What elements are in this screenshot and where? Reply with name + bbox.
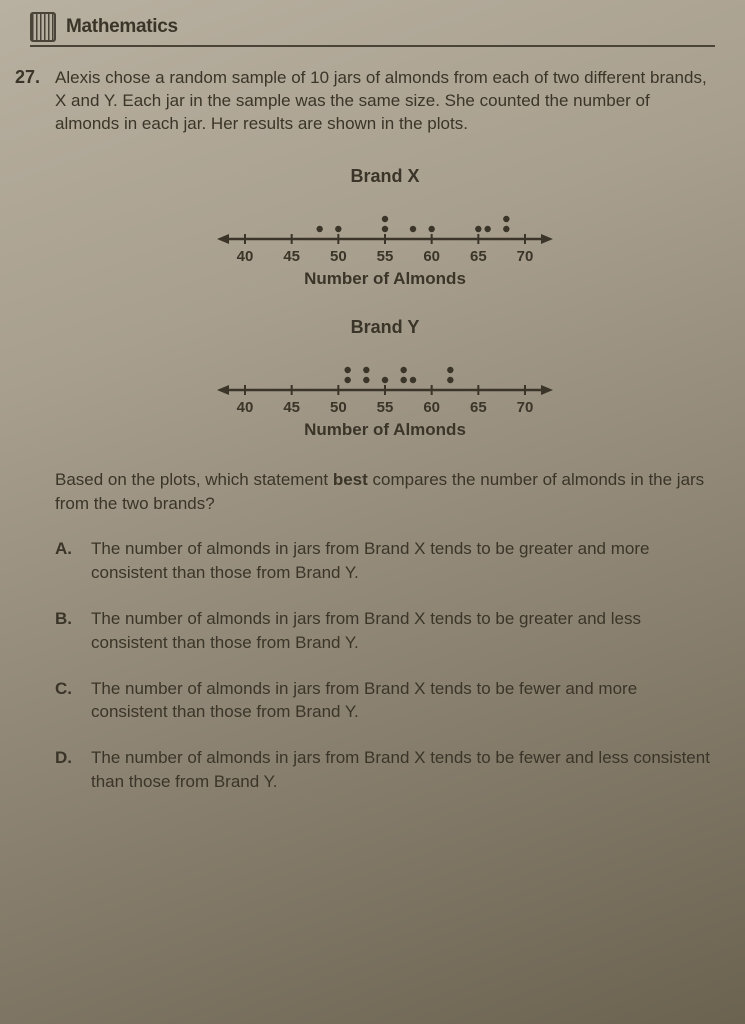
choice-d: D. The number of almonds in jars from Br… [55, 746, 715, 794]
page: Mathematics 27. Alexis chose a random sa… [0, 0, 745, 836]
dotplot-svg-y: 40 45 50 55 60 65 70 [215, 344, 555, 416]
header-bar: Mathematics [30, 12, 715, 47]
svg-text:45: 45 [283, 399, 300, 416]
svg-text:70: 70 [517, 248, 534, 265]
choice-letter-b: B. [55, 607, 77, 655]
question-number: 27. [15, 67, 40, 88]
svg-text:40: 40 [237, 248, 254, 265]
svg-text:40: 40 [237, 399, 254, 416]
choice-text-c: The number of almonds in jars from Brand… [91, 677, 715, 725]
svg-text:55: 55 [377, 399, 394, 416]
dotplot-brand-y: Brand Y 40 45 50 55 60 65 70 Number of Almonds [55, 317, 715, 440]
plot-title-y: Brand Y [55, 317, 715, 338]
question-block: 27. Alexis chose a random sample of 10 j… [55, 67, 715, 136]
choice-letter-a: A. [55, 537, 77, 585]
dotplot-brand-x: Brand X 40 45 50 55 60 65 70 Number of Almonds [55, 166, 715, 289]
choice-text-b: The number of almonds in jars from Brand… [91, 607, 715, 655]
svg-text:65: 65 [470, 248, 487, 265]
choice-letter-d: D. [55, 746, 77, 794]
svg-text:70: 70 [517, 399, 534, 416]
plot-title-x: Brand X [55, 166, 715, 187]
followup-question: Based on the plots, which statement best… [55, 468, 715, 516]
choice-text-d: The number of almonds in jars from Brand… [91, 746, 715, 794]
axis-label-y: Number of Almonds [55, 420, 715, 440]
axis-label-x: Number of Almonds [55, 269, 715, 289]
svg-text:60: 60 [423, 399, 440, 416]
choice-letter-c: C. [55, 677, 77, 725]
svg-text:50: 50 [330, 248, 347, 265]
svg-text:45: 45 [283, 248, 300, 265]
choice-c: C. The number of almonds in jars from Br… [55, 677, 715, 725]
dotplot-svg-x: 40 45 50 55 60 65 70 [215, 193, 555, 265]
svg-text:55: 55 [377, 248, 394, 265]
grid-icon [30, 12, 56, 42]
subject-title: Mathematics [66, 16, 178, 38]
question-text: Alexis chose a random sample of 10 jars … [55, 67, 715, 136]
svg-text:60: 60 [423, 248, 440, 265]
choice-a: A. The number of almonds in jars from Br… [55, 537, 715, 585]
choice-text-a: The number of almonds in jars from Brand… [91, 537, 715, 585]
svg-text:50: 50 [330, 399, 347, 416]
choice-b: B. The number of almonds in jars from Br… [55, 607, 715, 655]
followup-text: Based on the plots, which statement best… [55, 470, 704, 513]
svg-text:65: 65 [470, 399, 487, 416]
